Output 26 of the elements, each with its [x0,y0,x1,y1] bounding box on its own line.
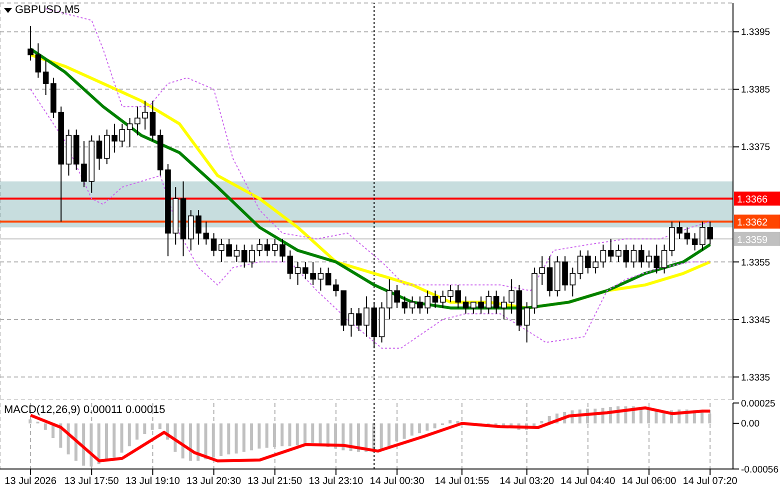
x-tick-label: 14 Jul 00:30 [370,476,425,488]
x-tick-label: 14 Jul 03:20 [500,476,555,488]
chart-title: MACD(12,26,9) 0.00011 0.00015 [4,404,166,416]
y-tick-label: 1.3395 [741,27,770,38]
y-tick-label: 1.3355 [741,257,770,268]
ref-line-label: 1.3362 [737,218,768,229]
y-tick-label: 0.00 [741,418,760,430]
x-tick-label: 13 Jul 23:10 [308,476,364,488]
x-tick-label: 14 Jul 07:20 [682,476,738,488]
y-tick-label: 1.3375 [741,142,770,154]
y-tick-label: 1.3345 [741,314,770,326]
x-tick-label: 14 Jul 06:00 [622,476,677,488]
x-tick-label: 13 Jul 19:10 [125,476,180,488]
x-tick-label: 13 Jul 2026 [4,476,57,488]
y-tick-label: 0.00025 [741,398,776,410]
ref-line-label: 1.3366 [737,194,768,206]
x-tick-label: 13 Jul 20:30 [186,476,242,488]
x-tick-label: 13 Jul 17:50 [64,476,120,488]
y-tick-label: 1.3385 [741,84,770,96]
chart-title: GBPUSD,M5 [15,4,80,16]
x-tick-label: 13 Jul 21:50 [248,476,303,488]
ref-line-label: 1.3359 [737,234,768,246]
y-tick-label: -0.00056 [741,464,779,476]
x-tick-label: 14 Jul 04:40 [560,476,616,488]
y-tick-label: 1.3335 [741,372,770,384]
x-tick-label: 14 Jul 01:55 [434,476,490,488]
